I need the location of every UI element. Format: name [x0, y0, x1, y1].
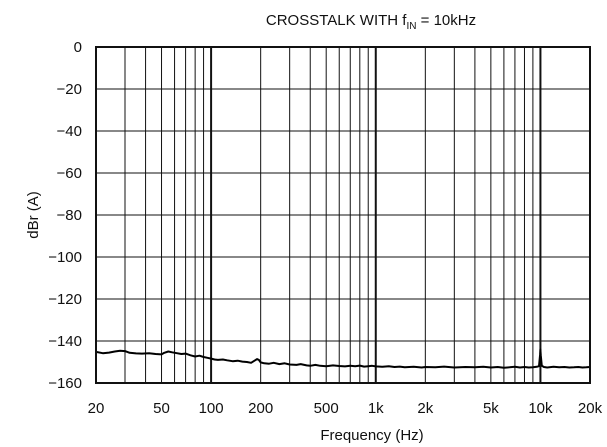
y-tick-label: −140 [48, 333, 82, 350]
grid-lines [95, 46, 591, 384]
x-tick-label: 20 [88, 400, 105, 417]
x-tick-label: 10k [528, 400, 553, 417]
y-tick-label: −160 [48, 375, 82, 392]
y-tick-label: 0 [74, 39, 82, 56]
y-tick-label: −40 [57, 123, 82, 140]
x-tick-label: 50 [153, 400, 170, 417]
crosstalk-series-line [95, 348, 591, 369]
x-axis-label: Frequency (Hz) [320, 427, 423, 444]
y-tick-label: −20 [57, 81, 82, 98]
series-group [95, 348, 591, 369]
x-tick-label: 2k [417, 400, 433, 417]
x-tick-label: 20k [578, 400, 603, 417]
x-tick-label: 200 [248, 400, 273, 417]
x-tick-label: 500 [314, 400, 339, 417]
chart-title-suffix: = 10kHz [416, 12, 476, 29]
y-tick-labels: 0 −20 −40 −60 −80 −100 −120 −140 −160 [48, 39, 82, 392]
x-tick-label: 100 [199, 400, 224, 417]
y-tick-label: −80 [57, 207, 82, 224]
y-tick-label: −100 [48, 249, 82, 266]
x-tick-label: 5k [483, 400, 499, 417]
y-tick-label: −120 [48, 291, 82, 308]
x-tick-label: 1k [368, 400, 384, 417]
plot-frame [95, 46, 591, 384]
chart-title: CROSSTALK WITH fIN = 10kHz [266, 12, 476, 32]
y-tick-label: −60 [57, 165, 82, 182]
chart-title-subscript: IN [406, 21, 416, 32]
x-tick-labels: 20 50 100 200 500 1k 2k 5k 10k 20k [88, 400, 603, 417]
y-axis-label: dBr (A) [25, 191, 42, 239]
chart-title-prefix: CROSSTALK WITH f [266, 12, 407, 29]
